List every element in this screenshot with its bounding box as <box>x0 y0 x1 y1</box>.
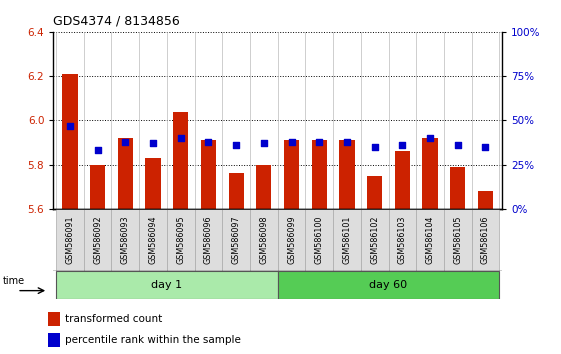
Bar <box>444 209 472 271</box>
Point <box>204 139 213 144</box>
Text: percentile rank within the sample: percentile rank within the sample <box>65 335 241 345</box>
Text: GSM586092: GSM586092 <box>93 216 102 264</box>
Text: GSM586096: GSM586096 <box>204 216 213 264</box>
Point <box>426 135 435 141</box>
Bar <box>416 209 444 271</box>
Point <box>232 142 241 148</box>
Bar <box>395 151 410 209</box>
Bar <box>167 209 195 271</box>
Point <box>176 135 185 141</box>
Bar <box>389 209 416 271</box>
Text: GDS4374 / 8134856: GDS4374 / 8134856 <box>53 14 180 27</box>
Bar <box>361 209 389 271</box>
Text: GSM586104: GSM586104 <box>426 216 435 264</box>
Point <box>149 141 158 146</box>
Point <box>259 141 268 146</box>
Text: GSM586106: GSM586106 <box>481 216 490 264</box>
Bar <box>195 209 222 271</box>
Point <box>453 142 462 148</box>
Point <box>93 148 102 153</box>
Text: GSM586103: GSM586103 <box>398 216 407 264</box>
Bar <box>339 140 355 209</box>
Text: GSM586105: GSM586105 <box>453 216 462 264</box>
Bar <box>284 140 299 209</box>
Text: day 1: day 1 <box>151 280 182 290</box>
Bar <box>478 191 493 209</box>
Text: GSM586091: GSM586091 <box>66 216 75 264</box>
Bar <box>311 140 327 209</box>
Bar <box>256 165 272 209</box>
Bar <box>84 209 112 271</box>
Bar <box>90 165 105 209</box>
Bar <box>62 74 77 209</box>
Point <box>398 142 407 148</box>
Point <box>66 123 75 129</box>
Bar <box>250 209 278 271</box>
Bar <box>112 209 139 271</box>
Bar <box>56 209 84 271</box>
Point <box>481 144 490 150</box>
Point <box>315 139 324 144</box>
Bar <box>48 312 61 326</box>
Bar <box>228 173 244 209</box>
Text: GSM586101: GSM586101 <box>342 216 351 264</box>
Text: day 60: day 60 <box>370 280 408 290</box>
Text: transformed count: transformed count <box>65 314 162 324</box>
Bar <box>278 271 499 299</box>
Bar <box>278 209 305 271</box>
Bar <box>450 167 466 209</box>
Text: GSM586102: GSM586102 <box>370 216 379 264</box>
Text: GSM586093: GSM586093 <box>121 216 130 264</box>
Text: time: time <box>3 276 25 286</box>
Text: GSM586098: GSM586098 <box>259 216 268 264</box>
Text: GSM586095: GSM586095 <box>176 216 185 264</box>
Text: GSM586094: GSM586094 <box>149 216 158 264</box>
Bar <box>139 209 167 271</box>
Bar <box>173 112 188 209</box>
Text: GSM586099: GSM586099 <box>287 216 296 264</box>
Bar <box>145 158 160 209</box>
Point <box>370 144 379 150</box>
Point <box>342 139 351 144</box>
Text: GSM586100: GSM586100 <box>315 216 324 264</box>
Bar <box>472 209 499 271</box>
Bar <box>48 333 61 347</box>
Point <box>287 139 296 144</box>
Bar <box>367 176 382 209</box>
Text: GSM586097: GSM586097 <box>232 216 241 264</box>
Bar <box>422 138 438 209</box>
Bar <box>201 140 216 209</box>
Bar <box>305 209 333 271</box>
Bar <box>118 138 133 209</box>
Bar <box>222 209 250 271</box>
Point <box>121 139 130 144</box>
Bar <box>56 271 278 299</box>
Bar <box>333 209 361 271</box>
